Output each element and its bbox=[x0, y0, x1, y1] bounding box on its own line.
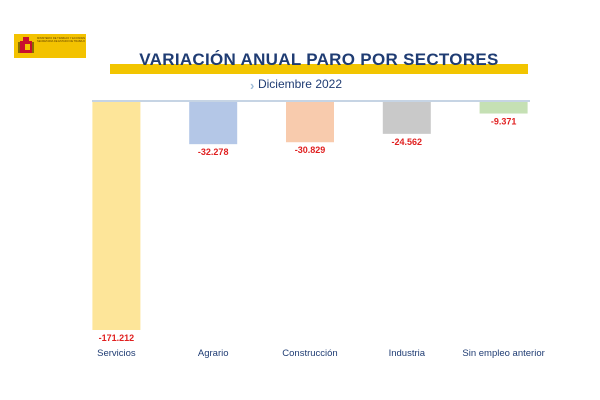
chevron-right-icon: › bbox=[250, 78, 255, 93]
bar-agrario bbox=[189, 102, 238, 145]
category-label: Agrario bbox=[198, 348, 229, 359]
data-label: -9.371 bbox=[491, 117, 517, 127]
government-logo: MINISTERIO DE TRABAJO Y ECONOMÍA SOCIAL … bbox=[14, 34, 86, 58]
coat-of-arms-icon bbox=[18, 37, 34, 53]
bar-sin-empleo-anterior bbox=[479, 102, 528, 114]
chart-subtitle: Diciembre 2022 bbox=[257, 77, 343, 91]
data-label: -171.212 bbox=[99, 333, 135, 343]
logo-ministry-text: MINISTERIO DE TRABAJO Y ECONOMÍA SOCIAL bbox=[37, 37, 85, 40]
bar-construcción bbox=[286, 102, 334, 143]
data-label: -30.829 bbox=[295, 145, 326, 155]
category-label: Industria bbox=[389, 348, 426, 359]
data-label: -32.278 bbox=[198, 147, 229, 157]
data-label: -24.562 bbox=[392, 137, 423, 147]
title-underline-band bbox=[110, 64, 528, 74]
category-label: Construcción bbox=[282, 348, 337, 359]
category-label: Servicios bbox=[97, 348, 136, 359]
category-label: Sin empleo anterior bbox=[462, 348, 544, 359]
chart-title: VARIACIÓN ANUAL PARO POR SECTORES bbox=[139, 50, 499, 69]
bar-servicios bbox=[92, 102, 141, 330]
logo-agency-text: SECRETARÍA DE ESTADO DE TRABAJO bbox=[37, 40, 85, 44]
bar-industria bbox=[382, 102, 431, 134]
